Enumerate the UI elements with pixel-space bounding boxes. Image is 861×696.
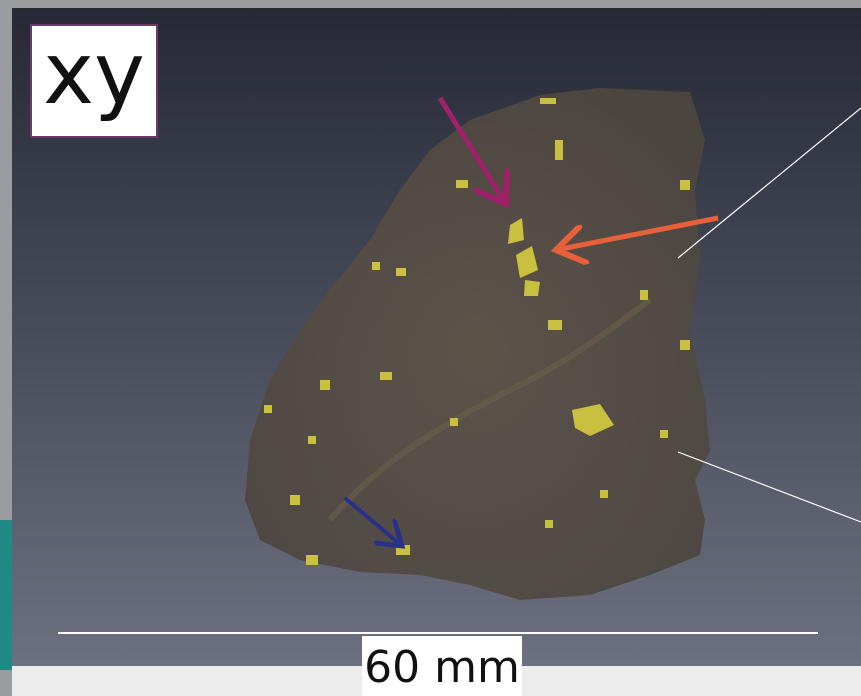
inclusion [524, 280, 540, 296]
inclusion [450, 418, 458, 426]
inclusion [545, 520, 553, 528]
inclusion [660, 430, 668, 438]
inclusion [680, 340, 690, 350]
inclusion [640, 290, 648, 300]
side-strip [0, 520, 12, 670]
inclusion [396, 545, 410, 555]
inclusion [548, 320, 562, 330]
page: {"panel_label": "xy", "scale_bar": {"lab… [0, 0, 861, 696]
inclusion [264, 405, 272, 413]
inclusion [372, 262, 380, 270]
inclusion [290, 495, 300, 505]
scale-bar-label: 60 mm [362, 636, 522, 696]
inclusion [456, 180, 468, 188]
viewer: xy 60 mm [0, 0, 861, 696]
inclusion [396, 268, 406, 276]
inclusion [320, 380, 330, 390]
inclusion [680, 180, 690, 190]
inclusion [306, 555, 318, 565]
body: xy 60 mm (() => { const data = JSON.pars… [0, 0, 861, 696]
inclusion [555, 140, 563, 160]
inclusion [380, 372, 392, 380]
inclusion [600, 490, 608, 498]
inclusion [308, 436, 316, 444]
panel-label: xy [30, 24, 158, 138]
inclusion [540, 98, 556, 104]
